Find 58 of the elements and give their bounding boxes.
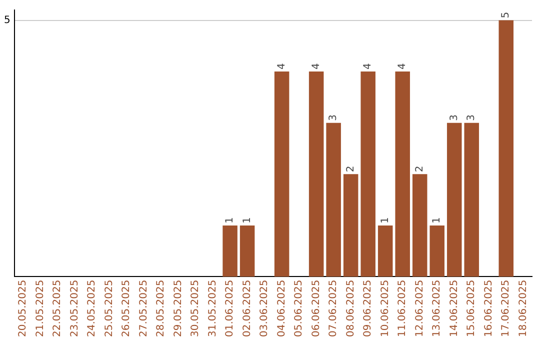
bar xyxy=(464,122,479,277)
data-label: 2 xyxy=(414,166,426,172)
x-tick-label: 27.05.2025 xyxy=(138,280,150,338)
x-tick-label: 17.06.2025 xyxy=(500,280,512,338)
x-tick-label: 02.06.2025 xyxy=(242,280,253,338)
bar xyxy=(326,122,341,277)
x-tick-label: 31.05.2025 xyxy=(207,280,218,338)
x-tick-label: 06.06.2025 xyxy=(310,280,322,338)
bar xyxy=(240,225,255,277)
x-tick-label: 01.06.2025 xyxy=(224,280,236,338)
bar xyxy=(412,174,428,277)
data-label: 5 xyxy=(500,12,512,18)
x-tick-label: 25.05.2025 xyxy=(104,280,115,338)
data-label: 3 xyxy=(448,114,460,121)
x-tick-label: 05.06.2025 xyxy=(294,280,305,338)
bar xyxy=(430,225,444,277)
x-tick-label: 29.05.2025 xyxy=(172,280,184,338)
x-tick-label: 28.05.2025 xyxy=(156,280,167,338)
data-label: 1 xyxy=(242,217,253,224)
x-tick-label: 12.06.2025 xyxy=(414,280,426,338)
x-tick-label: 21.05.2025 xyxy=(34,280,46,338)
bar xyxy=(222,225,238,277)
x-tick-label: 09.06.2025 xyxy=(362,280,374,338)
bar xyxy=(446,122,462,277)
x-tick-label: 14.06.2025 xyxy=(448,280,460,338)
data-label: 1 xyxy=(224,217,236,224)
x-tick-label: 26.05.2025 xyxy=(121,280,132,338)
data-label: 4 xyxy=(362,63,374,70)
bar xyxy=(395,72,410,277)
bar xyxy=(360,72,376,277)
x-tick-label: 15.06.2025 xyxy=(466,280,478,338)
data-label: 4 xyxy=(397,63,408,70)
x-tick-label: 13.06.2025 xyxy=(432,280,443,338)
data-label: 1 xyxy=(380,217,391,224)
x-tick-label: 03.06.2025 xyxy=(259,280,270,338)
bar xyxy=(343,174,358,277)
x-tick-label: 23.05.2025 xyxy=(69,280,80,338)
x-tick-label: 16.06.2025 xyxy=(483,280,494,338)
x-tick-label: 22.05.2025 xyxy=(52,280,64,338)
bar xyxy=(308,72,324,277)
bar xyxy=(378,225,393,277)
x-tick-label: 08.06.2025 xyxy=(345,280,356,338)
x-tick-label: 18.06.2025 xyxy=(518,280,529,338)
x-tick-label: 20.05.2025 xyxy=(18,280,29,338)
data-label: 3 xyxy=(466,114,478,121)
data-label: 1 xyxy=(432,217,443,224)
x-tick-label: 04.06.2025 xyxy=(276,280,288,338)
x-tick-label: 24.05.2025 xyxy=(86,280,98,338)
x-tick-label: 10.06.2025 xyxy=(380,280,391,338)
x-tick-label: 11.06.2025 xyxy=(397,280,408,338)
data-label: 2 xyxy=(345,166,356,172)
data-label: 4 xyxy=(310,63,322,70)
data-label: 3 xyxy=(328,114,340,121)
x-tick-label: 07.06.2025 xyxy=(328,280,340,338)
bar xyxy=(274,72,290,277)
x-tick-label: 30.05.2025 xyxy=(190,280,202,338)
bar xyxy=(498,20,514,277)
data-label: 4 xyxy=(276,63,288,70)
